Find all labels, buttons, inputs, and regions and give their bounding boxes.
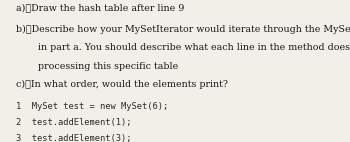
Text: 2  test.addElement(1);: 2 test.addElement(1); — [16, 118, 131, 127]
Text: in part a. You should describe what each line in the method does and how it is: in part a. You should describe what each… — [38, 43, 350, 52]
Text: c)	In what order, would the elements print?: c) In what order, would the elements pri… — [16, 80, 228, 89]
Text: 1  MySet test = new MySet(6);: 1 MySet test = new MySet(6); — [16, 102, 168, 110]
Text: processing this specific table: processing this specific table — [38, 62, 178, 71]
Text: 3  test.addElement(3);: 3 test.addElement(3); — [16, 134, 131, 142]
Text: a)	Draw the hash table after line 9: a) Draw the hash table after line 9 — [16, 4, 184, 12]
Text: b)	Describe how your MySetIterator would iterate through the MySet object you dr: b) Describe how your MySetIterator would… — [16, 25, 350, 34]
